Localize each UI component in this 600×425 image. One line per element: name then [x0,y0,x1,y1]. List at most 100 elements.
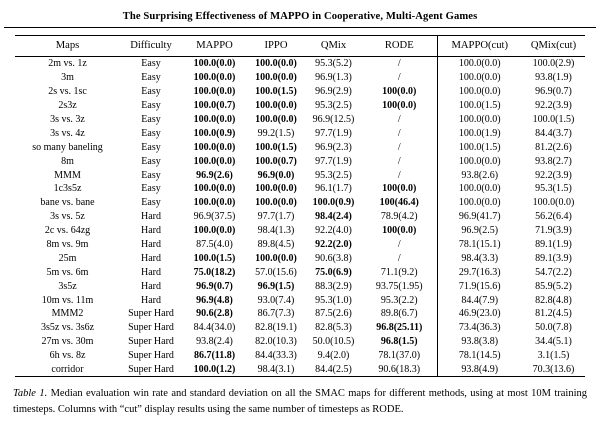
map-cell: 3s vs. 5z [50,211,85,223]
value-cell: 100.0(0.0) [458,155,501,167]
map-cell: 8m vs. 9m [46,239,89,251]
table-row: 3s5z Hard 96.9(0.7) 96.9(1.5) 88.3(2.9) 93.75… [15,279,585,294]
value-cell: 96.8(1.5) [362,334,438,349]
map-cell: 3s vs. 3z [50,114,85,125]
table-body: 2m vs. 1z Easy 100.0(0.0) 100.0(0.0) 95.3(5.… [15,56,585,377]
map-cell: 10m vs. 11m [41,294,94,306]
value-cell: 98.4(1.3) [257,225,295,237]
difficulty-cell: Hard [141,252,161,264]
value-cell: 100.0(0.9) [193,127,236,139]
value-cell: 100.0(0.9) [312,197,355,209]
value-cell: 96.9(0.7) [535,86,572,98]
table-row: 8m vs. 9m Hard 87.5(4.0) 89.8(4.5) 92.2(2.0)… [15,237,585,252]
value-cell: 100.0(0.0) [255,114,297,125]
value-cell: 100.0(0.0) [193,197,236,209]
map-cell: MMM [54,169,81,181]
value-cell: 56.2(6.4) [535,211,572,223]
value-cell: 90.6(18.3) [362,362,438,377]
map-cell: so many baneling [32,141,103,153]
table-row: MMM Easy 96.9(2.6) 96.9(0.0) 95.3(2.5) / 93.8(… [15,168,585,183]
table-header: Maps Difficulty MAPPO IPPO QMix RODE MAPPO(cut… [15,35,585,57]
value-cell: / [362,154,438,169]
difficulty-cell: Super Hard [128,308,174,320]
column-header: MAPPO [182,35,247,57]
table-row: 3s vs. 5z Hard 96.9(37.5) 97.7(1.7) 98.4(2.4… [15,209,585,224]
results-table: Maps Difficulty MAPPO IPPO QMix RODE MAPPO(cut… [15,35,585,378]
value-cell: 96.9(1.3) [315,72,352,84]
table-row: MMM2 Super Hard 90.6(2.8) 86.7(7.3) 87.5(2.6… [15,307,585,321]
value-cell: 100.0(0.0) [255,100,297,112]
table-row: corridor Super Hard 100.0(1.2) 98.4(3.1) 84.… [15,362,585,377]
difficulty-cell: Hard [141,225,161,237]
value-cell: 93.75(1.95) [362,279,438,294]
value-cell: 100.0(0.0) [458,58,501,70]
value-cell: 73.4(36.3) [458,322,501,334]
table-caption: Table 1. Median evaluation win rate and … [13,386,587,416]
value-cell: 100.0(0.0) [458,183,501,195]
paper-title: The Surprising Effectiveness of MAPPO in… [122,11,478,22]
value-cell: 100.0(1.5) [458,141,501,153]
value-cell: 70.3(13.6) [532,364,575,376]
difficulty-cell: Easy [141,100,161,112]
value-cell: 96.8(25.11) [362,320,438,335]
difficulty-cell: Super Hard [128,322,174,334]
value-cell: 90.6(3.8) [315,252,352,264]
value-cell: 100.0(0.0) [255,72,297,84]
value-cell: 57.0(15.6) [255,266,297,278]
value-cell: 34.4(5.1) [535,336,572,348]
value-cell: 100.0(0.0) [193,72,236,84]
value-cell: 92.2(3.9) [535,169,572,181]
table-caption-text: Median evaluation win rate and standard … [13,388,588,415]
map-cell: 1c3s5z [53,183,82,195]
value-cell: 87.5(2.6) [315,308,352,320]
value-cell: 93.8(2.7) [535,155,572,167]
map-cell: 3m [61,72,74,84]
column-header: Maps [15,35,120,57]
value-cell: 71.9(15.6) [458,280,501,292]
value-cell: 54.7(2.2) [535,266,572,278]
map-cell: 3s vs. 4z [50,127,85,139]
value-cell: 90.6(2.8) [196,308,233,320]
difficulty-cell: Easy [141,58,161,70]
value-cell: 100.0(0.0) [255,252,297,264]
value-cell: 96.9(2.6) [196,169,233,181]
value-cell: 96.9(2.9) [315,86,352,98]
value-cell: 100.0(0.0) [193,141,236,153]
value-cell: 92.2(4.0) [315,225,352,237]
value-cell: 96.9(41.7) [458,211,501,223]
value-cell: 100.0(1.9) [458,127,501,139]
value-cell: 93.8(4.9) [461,364,499,376]
value-cell: 81.2(2.6) [535,141,572,153]
map-cell: 3s5z [58,280,77,292]
map-cell: 2s vs. 1sc [48,86,87,98]
difficulty-cell: Hard [141,280,161,292]
value-cell: 97.7(1.7) [257,211,295,223]
map-cell: bane vs. bane [40,197,95,209]
value-cell: 3.1(1.5) [537,350,570,362]
header-row: Maps Difficulty MAPPO IPPO QMix RODE MAPPO(cut… [15,35,585,57]
value-cell: 95.3(1.5) [535,183,572,195]
value-cell: 96.9(0.0) [257,169,295,181]
value-cell: 100.0(0.7) [255,155,297,167]
value-cell: 100.0(1.5) [193,252,236,264]
value-cell: 100.0(0.0) [458,114,501,125]
difficulty-cell: Hard [141,239,161,251]
value-cell: 78.1(37.0) [362,348,438,363]
value-cell: / [362,70,438,85]
value-cell: 100.0(0.0) [193,58,236,70]
value-cell: / [362,56,438,71]
map-cell: 3s5z vs. 3s6z [40,322,95,334]
difficulty-cell: Hard [141,294,161,306]
value-cell: 99.2(1.5) [257,127,295,139]
difficulty-cell: Easy [141,169,161,181]
map-cell: corridor [51,364,84,376]
table-row: 5m vs. 6m Hard 75.0(18.2) 57.0(15.6) 75.0(6.… [15,265,585,280]
value-cell: 92.2(3.9) [535,100,572,112]
difficulty-cell: Easy [141,197,161,209]
difficulty-cell: Super Hard [128,350,174,362]
value-cell: 78.1(15.1) [458,239,501,251]
value-cell: / [362,112,438,127]
difficulty-cell: Hard [141,211,161,223]
value-cell: 95.3(2.2) [362,293,438,308]
table-row: 8m Easy 100.0(0.0) 100.0(0.7) 97.7(1.9) / 100.… [15,154,585,169]
